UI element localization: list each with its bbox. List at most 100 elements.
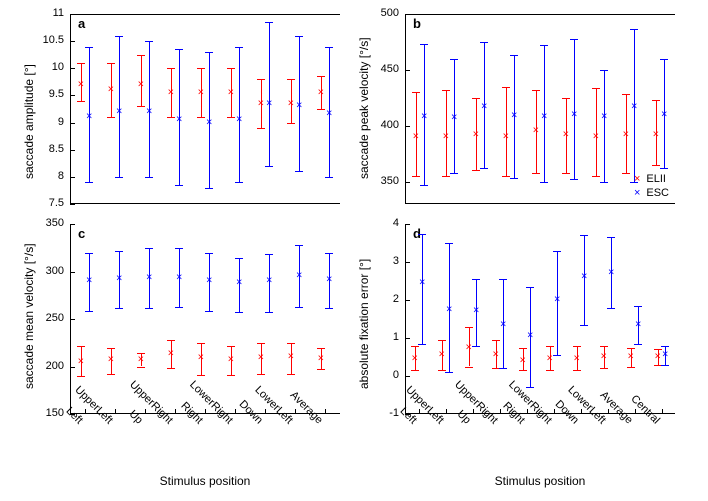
data-marker: × [653, 129, 659, 140]
error-cap [137, 106, 145, 107]
data-marker: × [451, 112, 457, 123]
data-marker: × [258, 98, 264, 109]
error-cap [77, 101, 85, 102]
data-marker: × [228, 87, 234, 98]
data-marker: × [574, 353, 580, 364]
error-cap [412, 176, 420, 177]
error-cap [450, 173, 458, 174]
error-cap [265, 254, 273, 255]
data-marker: × [503, 131, 509, 142]
error-cap [652, 165, 660, 166]
error-cap [472, 346, 480, 347]
error-cap [145, 308, 153, 309]
data-marker: × [631, 101, 637, 112]
data-marker: × [86, 112, 92, 123]
error-cap [325, 308, 333, 309]
ytick [70, 367, 75, 368]
error-cap [287, 79, 295, 80]
error-cap [438, 370, 446, 371]
data-marker: × [635, 319, 641, 330]
x-axis-label: Stimulus position [405, 474, 675, 488]
error-cap [472, 170, 480, 171]
error-cap [411, 346, 419, 347]
data-marker: × [628, 352, 634, 363]
data-marker: × [86, 276, 92, 287]
error-cap [205, 253, 213, 254]
error-cap [115, 308, 123, 309]
error-cap [137, 55, 145, 56]
ytick [405, 224, 410, 225]
error-cap [257, 128, 265, 129]
error-cap [295, 36, 303, 37]
data-marker: × [206, 276, 212, 287]
xtick [446, 409, 447, 414]
data-marker: × [527, 331, 533, 342]
error-bar [604, 70, 605, 182]
data-marker: × [258, 352, 264, 363]
error-cap [317, 76, 325, 77]
error-cap [197, 343, 205, 344]
error-cap [265, 22, 273, 23]
data-marker: × [146, 106, 152, 117]
data-marker: × [198, 352, 204, 363]
error-cap [107, 374, 115, 375]
error-cap [573, 346, 581, 347]
error-cap [480, 42, 488, 43]
ytick-label: 11 [22, 7, 64, 19]
xtick [235, 409, 236, 414]
ytick-label: 150 [22, 407, 64, 419]
xtick [115, 409, 116, 414]
error-cap [532, 173, 540, 174]
error-cap [205, 311, 213, 312]
data-marker: × [581, 272, 587, 283]
error-cap [137, 367, 145, 368]
legend: ×ELII×ESC [634, 172, 669, 200]
data-marker: × [78, 356, 84, 367]
error-cap [607, 237, 615, 238]
error-cap [287, 123, 295, 124]
error-cap [442, 90, 450, 91]
error-cap [145, 248, 153, 249]
error-cap [167, 340, 175, 341]
panel-letter: a [78, 16, 85, 31]
ytick [70, 224, 75, 225]
error-cap [235, 258, 243, 259]
error-cap [600, 70, 608, 71]
data-marker: × [108, 85, 114, 96]
legend-label: ELII [646, 172, 666, 186]
error-cap [85, 253, 93, 254]
xtick [205, 409, 206, 414]
data-marker: × [296, 271, 302, 282]
error-cap [175, 185, 183, 186]
error-cap [472, 279, 480, 280]
ytick [70, 177, 75, 178]
error-cap [418, 234, 426, 235]
data-marker: × [520, 355, 526, 366]
error-cap [205, 188, 213, 189]
error-cap [145, 41, 153, 42]
error-cap [235, 182, 243, 183]
error-cap [445, 372, 453, 373]
ytick [405, 182, 410, 183]
data-marker: × [318, 87, 324, 98]
error-cap [257, 343, 265, 344]
ytick-label: 350 [22, 217, 64, 229]
error-cap [472, 98, 480, 99]
error-cap [115, 251, 123, 252]
data-marker: × [266, 276, 272, 287]
data-marker: × [655, 352, 661, 363]
error-cap [145, 177, 153, 178]
data-marker: × [206, 117, 212, 128]
error-cap [519, 348, 527, 349]
error-cap [227, 346, 235, 347]
y-axis-label: saccade amplitude [°] [22, 64, 36, 179]
error-cap [317, 109, 325, 110]
data-marker: × [473, 129, 479, 140]
error-cap [510, 178, 518, 179]
error-cap [257, 79, 265, 80]
error-bar [422, 234, 423, 344]
data-marker: × [176, 114, 182, 125]
xtick [295, 409, 296, 414]
error-cap [295, 171, 303, 172]
data-marker: × [176, 273, 182, 284]
